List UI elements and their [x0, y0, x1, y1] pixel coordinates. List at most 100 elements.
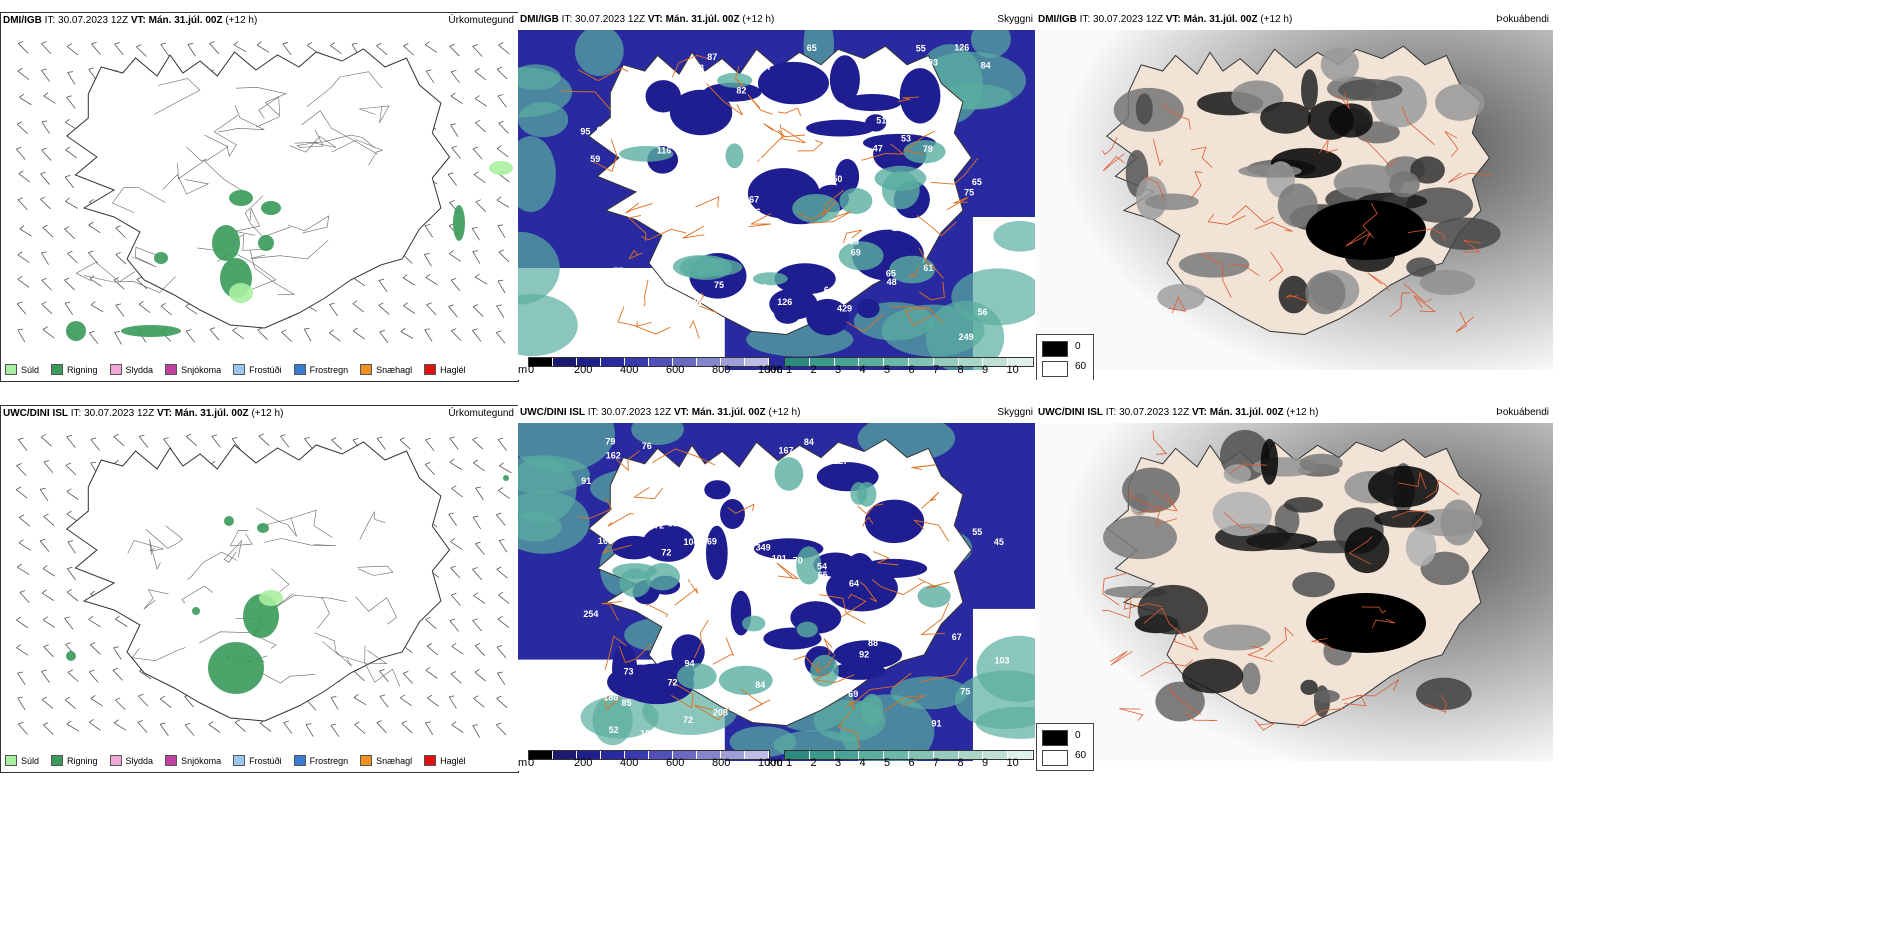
road-line [1128, 489, 1178, 512]
visibility-value-label: 52 [609, 725, 619, 735]
road-line [920, 602, 950, 636]
road-line [131, 246, 159, 268]
fog-area [1405, 527, 1437, 567]
fog-area [1420, 551, 1470, 586]
legend-swatch [233, 755, 246, 766]
wind-barb [330, 42, 342, 55]
wind-barb [449, 458, 463, 470]
wind-barb [16, 121, 28, 134]
road-line [651, 448, 716, 466]
road-line [234, 207, 261, 236]
visibility-value-label: 67 [952, 632, 962, 642]
road-line [1119, 708, 1144, 721]
wind-barb [42, 616, 55, 628]
wind-barb [233, 41, 247, 53]
wind-barb [451, 721, 464, 733]
visibility-value-label: 97 [762, 62, 772, 72]
legend-label: Snjókoma [181, 364, 222, 375]
fog-area [1389, 171, 1420, 198]
scale-tick-label: 0 [528, 757, 535, 769]
wind-barb [159, 722, 169, 736]
wind-barb [115, 225, 126, 238]
road-line [314, 632, 352, 667]
wind-barb [16, 616, 29, 629]
scale-swatch [809, 751, 835, 759]
scale-unit: m [518, 757, 528, 769]
visibility-scalebar [784, 357, 1034, 367]
road-line [682, 225, 705, 239]
road-line [604, 695, 621, 711]
wind-barb [472, 618, 482, 632]
panel-title: Úrkomutegund [448, 15, 514, 26]
wind-barb [303, 327, 312, 342]
wind-barb [447, 172, 457, 186]
precip-panel-row1: DMI/IGB IT: 30.07.2023 12Z VT: Mán. 31.j… [0, 12, 519, 382]
wind-barb [425, 41, 438, 53]
road-line [1448, 172, 1493, 184]
wind-barb [42, 722, 54, 735]
wind-barb [231, 437, 241, 451]
cloud-base-area [769, 288, 818, 320]
wind-barb [497, 279, 506, 294]
wind-barb [399, 437, 411, 450]
scale-swatch [577, 358, 601, 366]
road-line [127, 540, 165, 554]
visibility-value-label: 126 [777, 297, 792, 307]
wind-barb [17, 67, 30, 80]
wind-barb [89, 642, 101, 655]
road-line [1444, 130, 1459, 158]
road-line [851, 672, 912, 705]
road-line [930, 157, 979, 185]
fog-area [1300, 679, 1318, 695]
wind-barb [66, 434, 76, 449]
scale-swatch [958, 358, 984, 366]
road-line [1144, 176, 1165, 201]
scale-tick-label: 0 [528, 364, 535, 376]
wind-barb [19, 590, 30, 604]
visibility-value-label: 88 [868, 638, 878, 648]
road-line [1153, 139, 1164, 167]
wind-barb [497, 224, 506, 238]
fog-area [1203, 624, 1271, 651]
road-line [578, 498, 613, 519]
cloudbase-scale-labels: m 0 200 400 600 800 1000 [518, 364, 782, 378]
road-line [355, 596, 397, 625]
road-line [904, 308, 933, 327]
wind-barb [497, 437, 507, 451]
fog-area [1241, 662, 1261, 695]
precip-area [229, 283, 253, 303]
road-line [1168, 296, 1187, 314]
precip-legend: Súld Rigning Slydda Snjókoma Frostúði Frostre… [5, 364, 466, 375]
wind-barb [426, 643, 439, 656]
visibility-panel-row1: DMI/IGB IT: 30.07.2023 12Z VT: Mán. 31.j… [518, 12, 1035, 380]
scale-tick-label: 3 [835, 364, 842, 376]
wind-barb [403, 302, 416, 314]
legend-label: Rigning [67, 755, 98, 766]
road-line [607, 513, 634, 527]
wind-barb [115, 251, 127, 265]
precip-legend: Súld Rigning Slydda Snjókoma Frostúði Frostre… [5, 755, 466, 766]
scale-tick-label: 200 [574, 364, 593, 376]
visibility-area [518, 293, 578, 357]
wind-barb [185, 329, 195, 343]
wind-barb [184, 722, 195, 736]
wind-barb [232, 327, 244, 340]
wind-barb [41, 147, 52, 161]
legend-swatch [233, 364, 246, 375]
wind-barb [18, 170, 31, 183]
road-line [1425, 479, 1460, 499]
wind-barb [67, 669, 79, 682]
road-line [604, 635, 627, 670]
visibility-value-label: 69 [848, 689, 858, 699]
wind-barb [41, 669, 50, 683]
precip-area [261, 201, 281, 215]
visibility-value-label: 84 [755, 680, 765, 690]
wind-barb [64, 226, 75, 239]
visibility-value-label: 64 [597, 125, 607, 135]
road-line [696, 292, 718, 314]
fog-area [1344, 527, 1390, 574]
panel-title: Skyggni [997, 14, 1033, 25]
wind-barb [90, 695, 103, 707]
scale-swatch [673, 751, 697, 759]
wind-barb [496, 722, 507, 736]
